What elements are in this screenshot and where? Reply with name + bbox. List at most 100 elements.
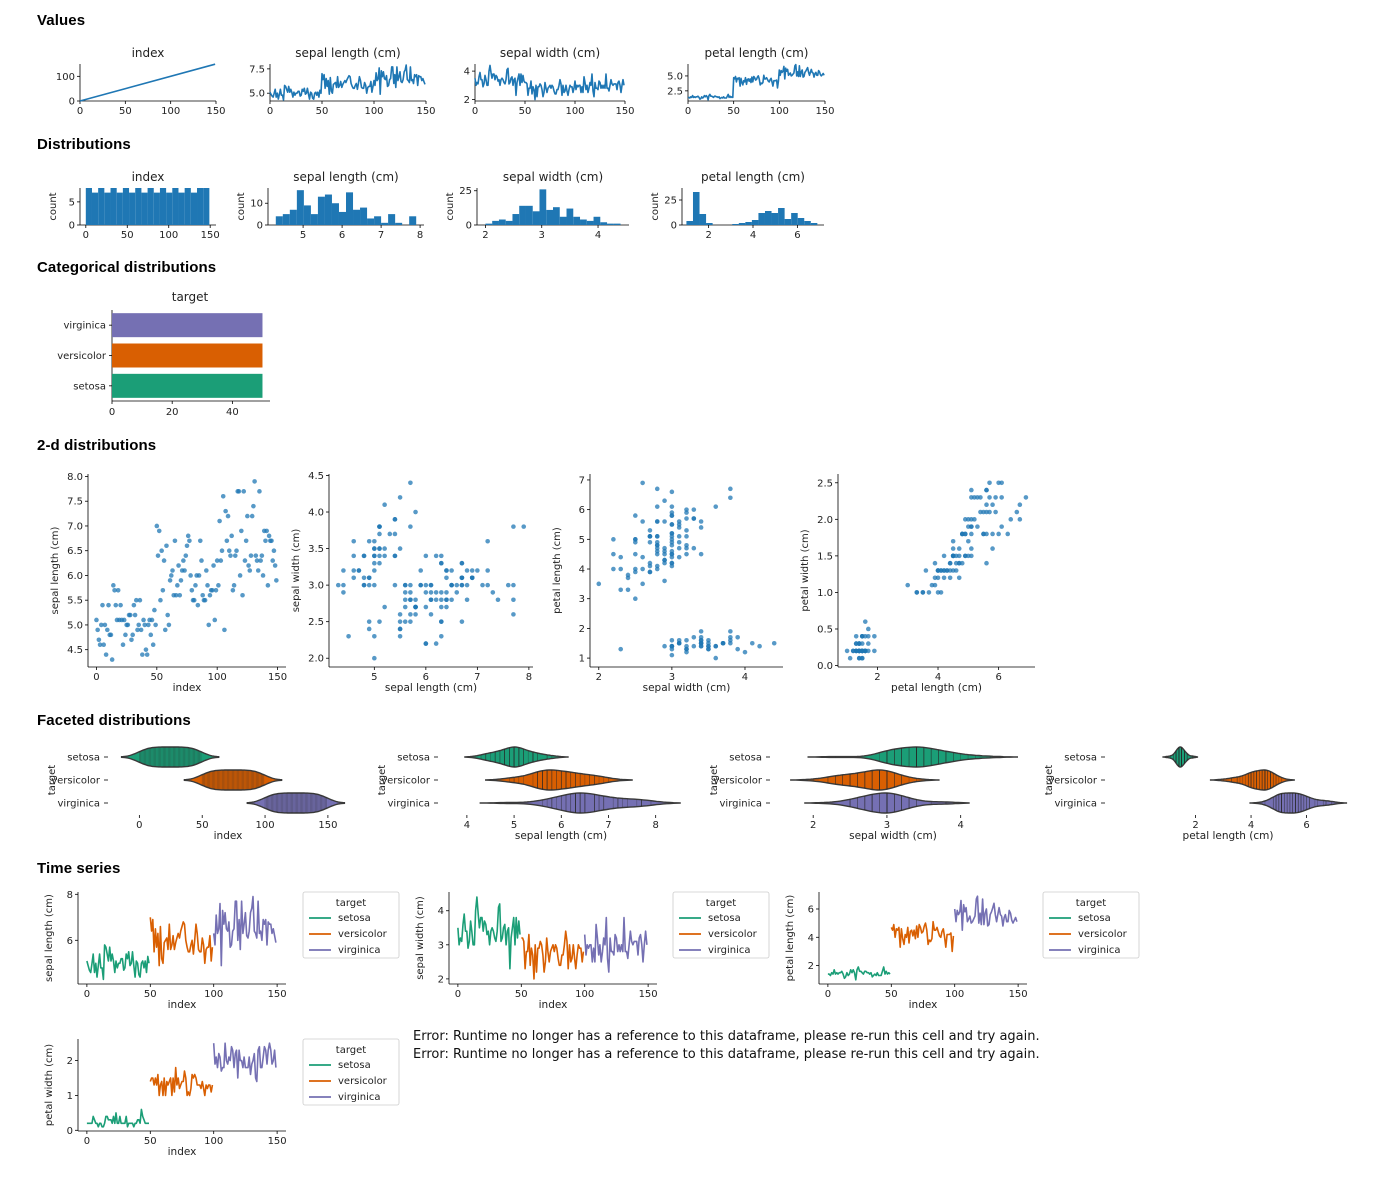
legend: target setosa versicolor virginica [302,891,400,959]
histogram-bar [593,216,601,225]
scatter-point [691,545,697,551]
category-label: virginica [720,799,763,810]
scatter-point [439,560,444,566]
histogram-bar [559,216,567,225]
scatter-point [433,597,439,603]
series-line [474,64,625,101]
scatter-point [684,637,689,643]
scatter-point [640,519,645,524]
scatter-point [173,592,179,598]
x-tick-label: 2 [874,672,880,683]
scatter-point [990,502,995,508]
scatter-point [402,604,408,610]
scatter-point [108,632,114,638]
scatter-point [140,652,145,657]
series-line [269,64,426,101]
scatter-point [735,646,740,652]
scatter-point [485,582,490,588]
x-tick-label: 20 [166,407,179,418]
scatter-point [213,587,219,593]
scatter-point [111,583,116,588]
y-tick-label: 5.0 [667,71,683,82]
histogram-bar [98,188,105,225]
histogram-bar [172,188,179,225]
y-tick-label: 8 [67,890,73,901]
scatter-point [341,568,346,573]
scatter-point [698,525,704,530]
scatter-point [625,587,631,593]
scatter-point [999,495,1004,500]
scatter-point [382,502,387,508]
histogram-bar [289,209,297,225]
histogram-bar [381,222,389,225]
scatter-point [669,637,675,643]
scatter-point [413,597,418,603]
legend-label: virginica [338,1092,381,1103]
legend: target setosa versicolor virginica [672,891,770,959]
scatter-point [392,531,398,537]
chart-title: sepal length (cm) [293,170,398,184]
scatter-point [200,592,205,598]
scatter-point [640,566,645,572]
scatter-point [216,583,221,588]
scatter-point [346,633,351,639]
scatter-point [490,590,496,595]
scatter-point [377,531,382,537]
y-tick-label: 100 [56,72,75,83]
y-tick-label: 6 [579,505,585,516]
category-label: versicolor [713,776,763,787]
scatter-point [990,546,995,551]
scatter-point [950,553,956,559]
x-tick-label: 0 [77,106,83,117]
x-tick-label: 0 [825,989,831,1000]
scatter-point [169,573,174,578]
scatter-point [433,590,439,595]
series-line-setosa [86,944,150,981]
y-tick-label: 0 [466,221,472,232]
x-tick-label: 0 [93,672,99,683]
scatter-point [676,525,682,530]
legend-label: versicolor [338,1076,388,1087]
legend-label: setosa [338,1060,371,1071]
scatter-point [654,504,660,509]
y-tick-label: 4 [808,933,814,944]
category-label: virginica [1055,799,1098,810]
violin-setosa [1162,746,1199,768]
scatter-point [254,558,260,563]
scatter-point [449,568,454,573]
scatter-point [856,641,862,646]
scatter-point [511,524,516,529]
scatter-point [418,582,423,588]
scatter-point [335,582,341,588]
y-tick-label: 0.0 [817,661,833,672]
scatter-point [96,637,102,643]
scatter-point [153,622,158,628]
x-tick-label: 150 [201,230,220,241]
y-tick-label: 4.5 [67,645,83,656]
histogram-bar [184,188,191,225]
scatter-point [669,534,675,539]
scatter-point [252,479,257,484]
scatter-point [382,604,387,610]
histogram-bar [166,192,173,225]
x-tick-label: 100 [208,672,227,683]
scatter-point [408,619,413,624]
scatter-point [742,649,748,655]
scatter-point [962,517,968,522]
series-line [79,63,216,102]
x-tick-label: 3 [669,672,675,683]
scatter-point [459,582,465,588]
histogram-bar [197,188,204,225]
y-tick-label: 5 [579,535,585,546]
scatter-point [218,558,224,563]
scatter-point [990,531,995,537]
violin-index: setosa versicolor virginica 0 50 100 150 index t… [47,746,346,842]
scatter-point [847,655,853,661]
scatter-point [905,582,911,588]
category-label: versicolor [1048,776,1098,787]
scatter-point [920,590,926,595]
scatter-point [159,548,164,554]
x-tick-label: 100 [204,989,223,1000]
histogram-bar [784,219,792,225]
